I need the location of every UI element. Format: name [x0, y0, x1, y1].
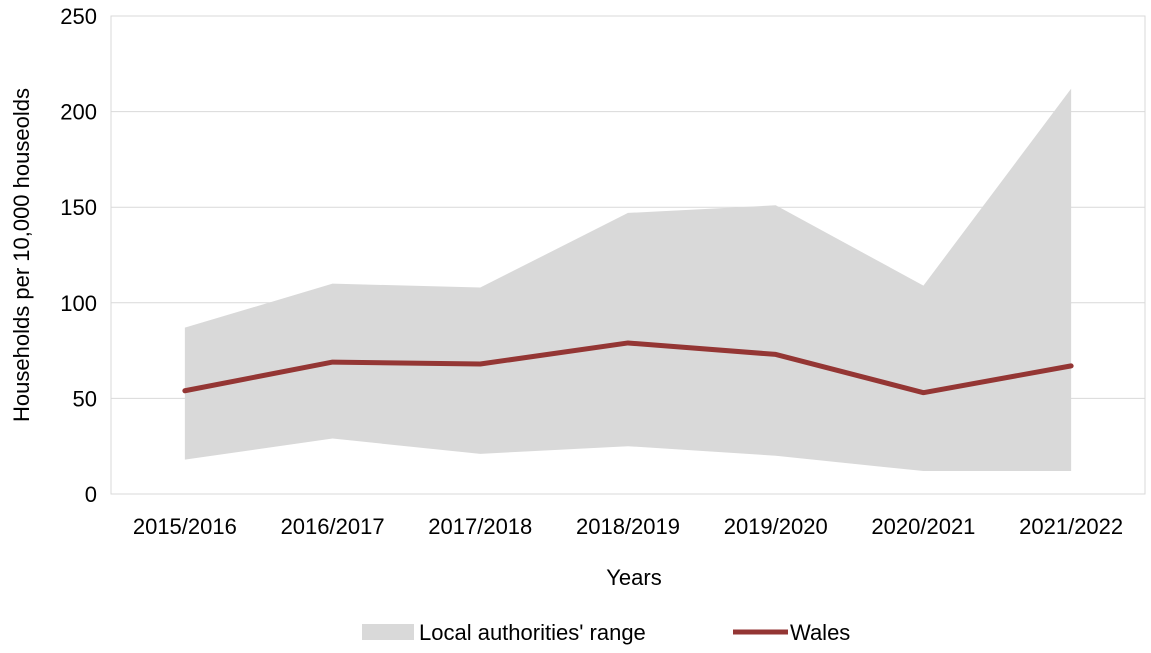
- x-axis-tick-labels: 2015/2016 2016/2017 2017/2018 2018/2019 2019…: [133, 514, 1123, 539]
- x-tick-label: 2016/2017: [281, 514, 385, 539]
- y-tick-label: 250: [60, 4, 97, 29]
- legend: Local authorities' range Wales: [362, 620, 850, 645]
- legend-wales-label: Wales: [790, 620, 850, 645]
- legend-range-swatch: [362, 624, 414, 640]
- x-tick-label: 2015/2016: [133, 514, 237, 539]
- y-tick-label: 0: [85, 482, 97, 507]
- y-axis-tick-labels: 0 50 100 150 200 250: [60, 4, 97, 507]
- x-tick-label: 2017/2018: [428, 514, 532, 539]
- y-tick-label: 150: [60, 195, 97, 220]
- range-area-layer: [185, 89, 1071, 471]
- y-tick-label: 100: [60, 291, 97, 316]
- y-tick-label: 200: [60, 100, 97, 125]
- legend-range-label: Local authorities' range: [419, 620, 646, 645]
- x-tick-label: 2020/2021: [871, 514, 975, 539]
- y-tick-label: 50: [73, 386, 97, 411]
- y-axis-title: Households per 10,000 houseolds: [9, 88, 34, 422]
- local-authorities-range-area: [185, 89, 1071, 471]
- x-axis-title: Years: [606, 565, 661, 590]
- x-tick-label: 2019/2020: [724, 514, 828, 539]
- x-tick-label: 2021/2022: [1019, 514, 1123, 539]
- x-tick-label: 2018/2019: [576, 514, 680, 539]
